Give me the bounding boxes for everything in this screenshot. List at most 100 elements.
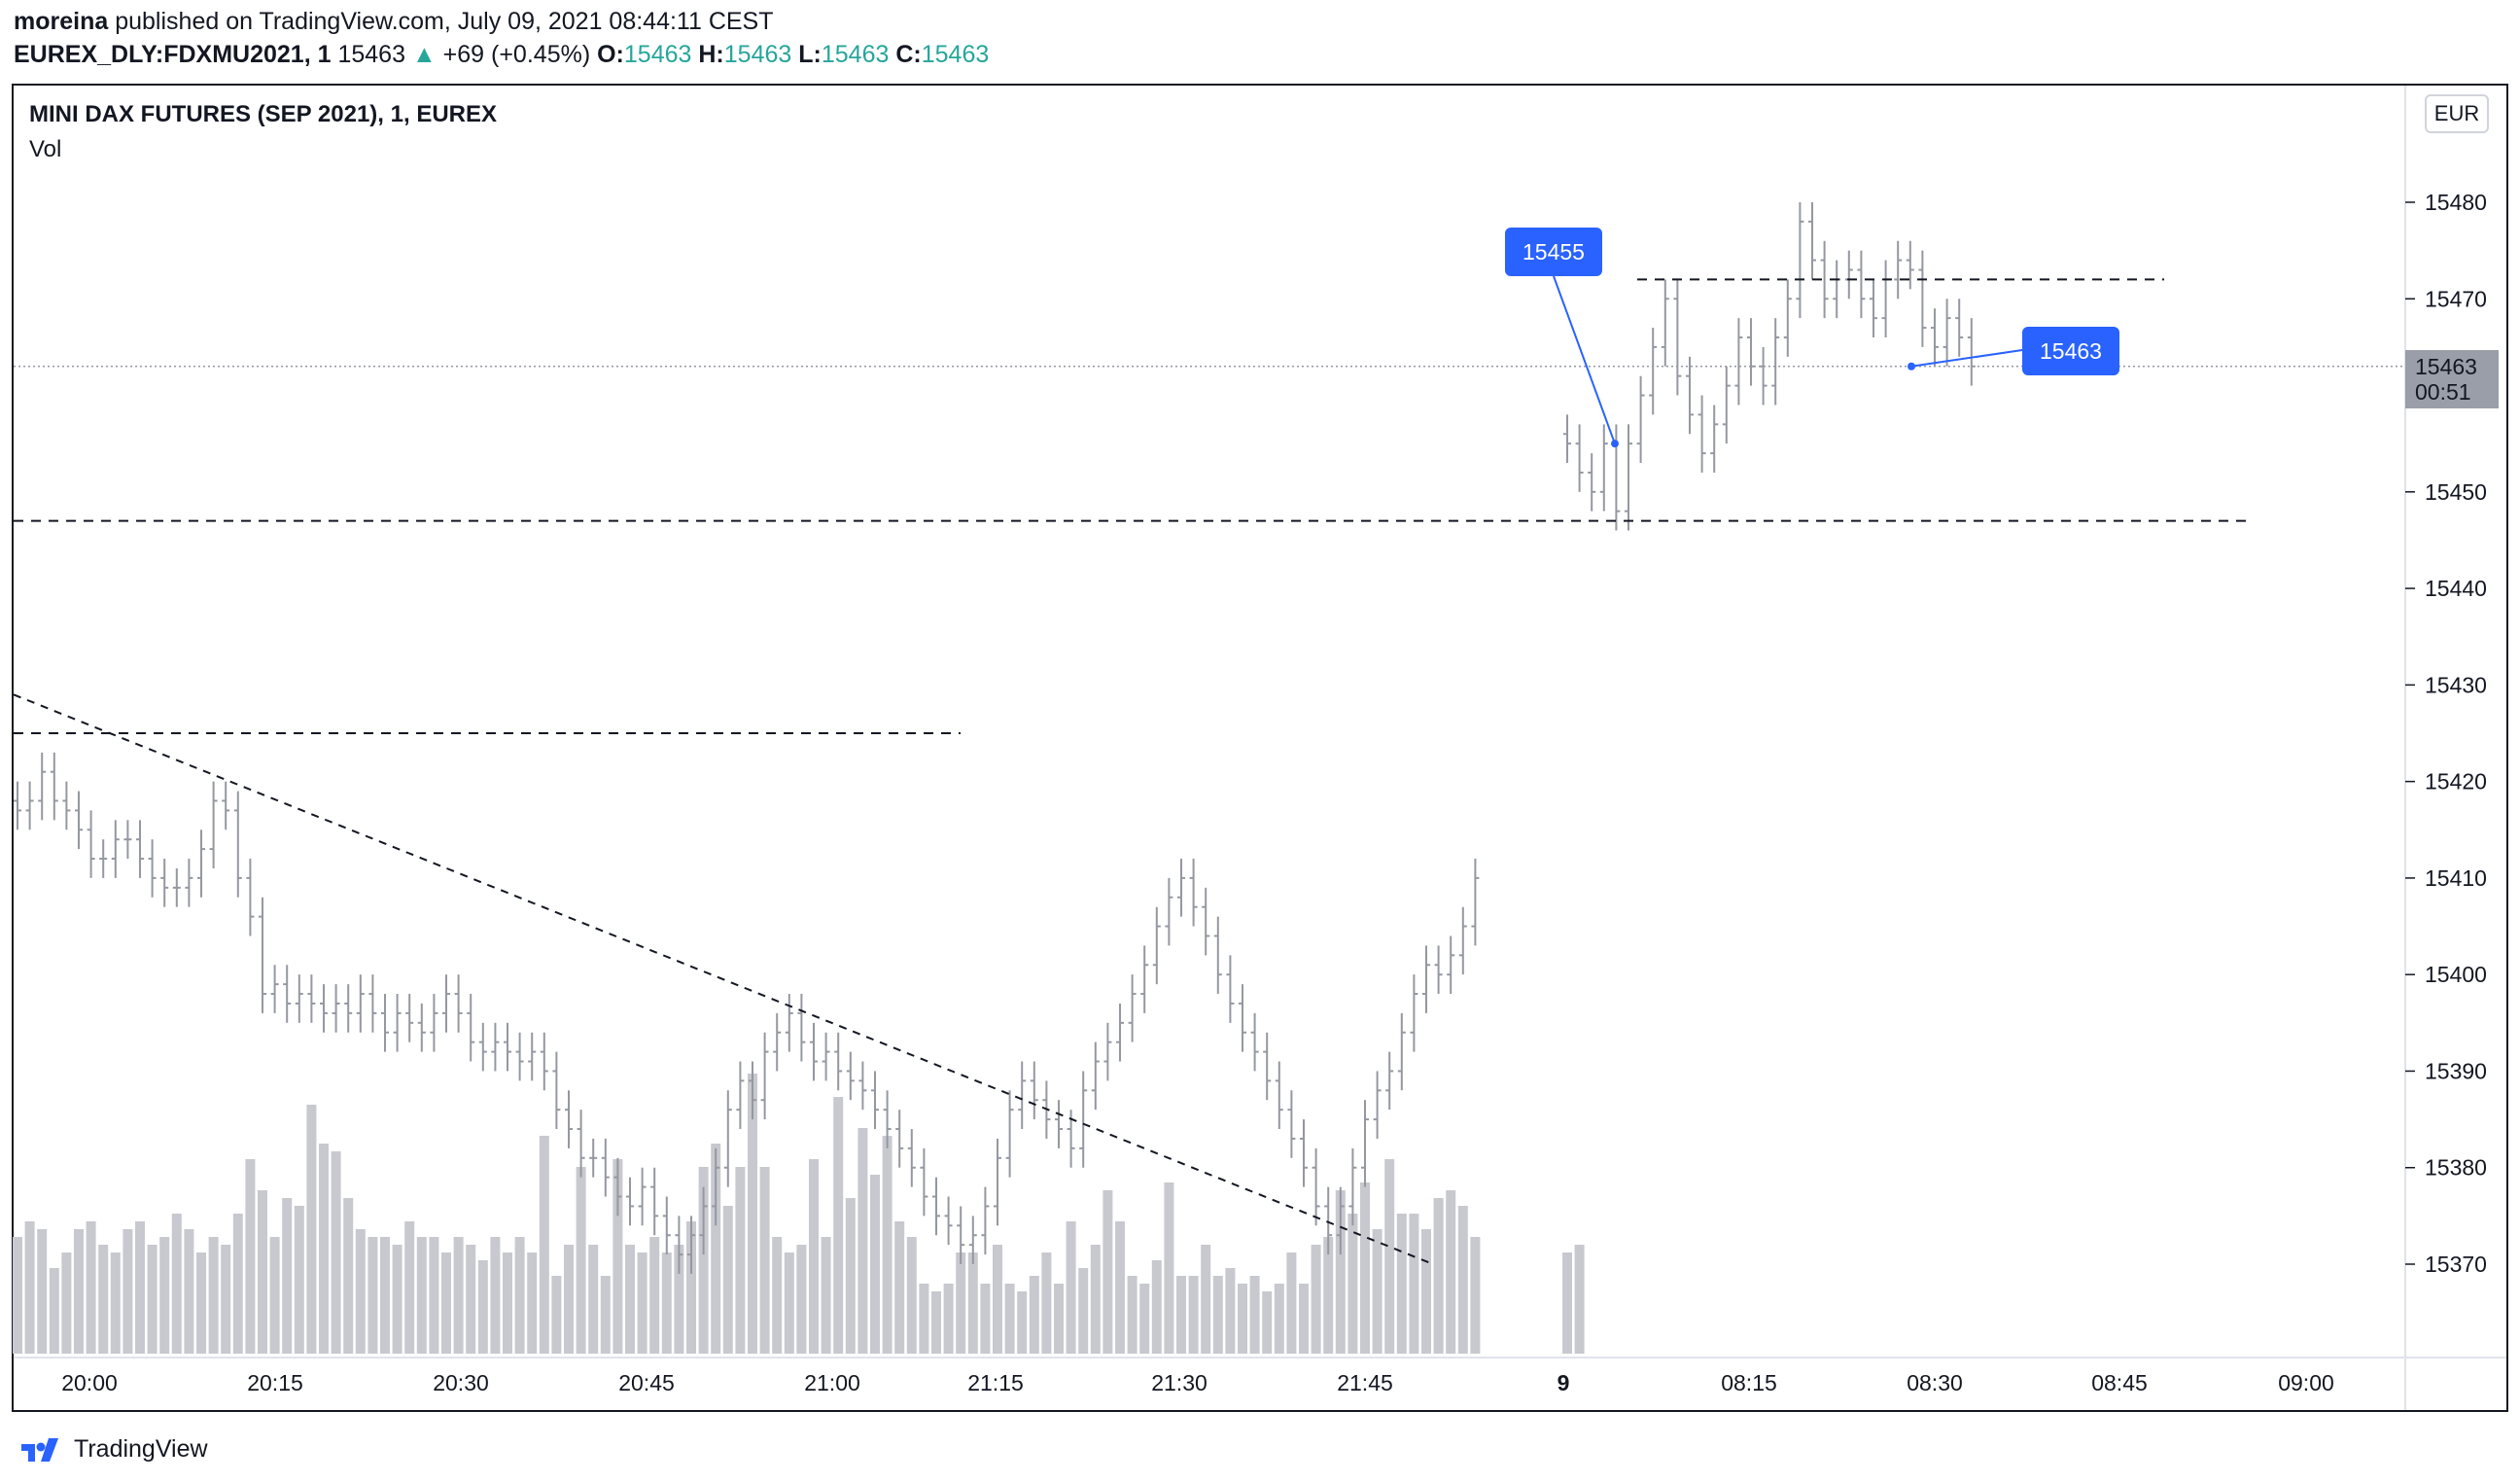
volume-bar [1409, 1214, 1419, 1354]
volume-bar [1176, 1276, 1186, 1354]
time-tick-label: 08:30 [1907, 1370, 1963, 1395]
volume-bar [466, 1245, 476, 1354]
volume-bar [245, 1159, 256, 1354]
volume-bar [319, 1144, 329, 1354]
low-value: 15463 [821, 41, 890, 68]
volume-bar [98, 1245, 109, 1354]
volume-bar [74, 1229, 84, 1354]
volume-bar [61, 1253, 72, 1354]
bar-countdown: 00:51 [2415, 379, 2471, 405]
volume-bar [1029, 1276, 1039, 1354]
volume-label: Vol [29, 136, 62, 162]
volume-bar [232, 1214, 243, 1354]
volume-bar [894, 1221, 905, 1354]
volume-bar [1433, 1198, 1444, 1354]
volume-bar [1004, 1284, 1015, 1354]
volume-bar [331, 1151, 341, 1354]
volume-bar [1225, 1268, 1236, 1354]
time-tick-label: 20:45 [618, 1370, 675, 1395]
volume-bar [208, 1237, 219, 1354]
close-value: 15463 [921, 41, 990, 68]
volume-bar [1188, 1276, 1199, 1354]
volume-bar [1201, 1245, 1211, 1354]
volume-bar [416, 1237, 427, 1354]
price-tick-label: 15400 [2425, 962, 2487, 987]
chart-frame[interactable] [12, 84, 2508, 1412]
volume-bar [282, 1198, 293, 1354]
time-tick-label: 08:45 [2091, 1370, 2148, 1395]
volume-bar [588, 1245, 599, 1354]
volume-bar [637, 1253, 648, 1354]
price-tick-label: 15420 [2425, 769, 2487, 794]
volume-bar [576, 1167, 586, 1354]
volume-bar [943, 1284, 954, 1354]
volume-bar [809, 1159, 819, 1354]
volume-bar [1384, 1159, 1395, 1354]
volume-bar [1139, 1284, 1150, 1354]
volume-bar [1311, 1245, 1321, 1354]
symbol-name[interactable]: EUREX_DLY:FDXMU2021, 1 [14, 41, 332, 68]
volume-bar [368, 1237, 378, 1354]
currency-button[interactable]: EUR [2425, 94, 2489, 133]
volume-bar [759, 1167, 770, 1354]
volume-bar [722, 1206, 733, 1354]
volume-bar [490, 1237, 501, 1354]
time-tick-label: 21:30 [1151, 1370, 1208, 1395]
volume-bar [551, 1276, 562, 1354]
volume-bar [993, 1245, 1002, 1354]
volume-bar [612, 1159, 623, 1354]
volume-bar [24, 1221, 35, 1354]
volume-bar [1457, 1206, 1468, 1354]
volume-bar [1574, 1245, 1585, 1354]
callout-box [2022, 327, 2119, 375]
brand-name: TradingView [74, 1434, 208, 1463]
volume-bar [674, 1245, 684, 1354]
volume-bar [661, 1253, 672, 1354]
volume-bar [1446, 1190, 1456, 1354]
volume-bar [1274, 1284, 1284, 1354]
volume-bar [1249, 1276, 1260, 1354]
open-value: 15463 [623, 41, 692, 68]
volume-bar [1299, 1284, 1309, 1354]
volume-bar [919, 1284, 929, 1354]
volume-bar [1127, 1276, 1138, 1354]
publish-info: moreina published on TradingView.com, Ju… [14, 8, 774, 36]
volume-bar [967, 1253, 978, 1354]
volume-bar [86, 1221, 96, 1354]
volume-bar [772, 1237, 783, 1354]
price-tick-label: 15370 [2425, 1252, 2487, 1277]
volume-bar [821, 1237, 831, 1354]
volume-bar [1238, 1284, 1247, 1354]
volume-bar [845, 1198, 856, 1354]
volume-bar [906, 1237, 917, 1354]
price-tick-label: 15410 [2425, 865, 2487, 891]
volume-bar [1151, 1260, 1162, 1354]
time-tick-label: 20:15 [247, 1370, 303, 1395]
volume-bar [110, 1253, 121, 1354]
up-arrow-icon: ▲ [411, 41, 437, 68]
callout-anchor [1908, 362, 1915, 370]
volume-bar [784, 1253, 794, 1354]
volume-bar [1470, 1237, 1481, 1354]
open-label: O: [597, 41, 624, 68]
volume-bar [698, 1167, 709, 1354]
callout-pointer [1553, 275, 1616, 444]
volume-bar [1421, 1229, 1431, 1354]
volume-bar [514, 1237, 525, 1354]
callout-pointer [1910, 349, 2023, 368]
footer-brand[interactable]: TradingView [19, 1429, 208, 1468]
price-tick-label: 15480 [2425, 190, 2487, 215]
volume-bar [429, 1237, 439, 1354]
volume-bar [1017, 1291, 1028, 1354]
price-tick-label: 15470 [2425, 286, 2487, 311]
volume-bar [1164, 1182, 1174, 1354]
current-price-label: 15463 00:51 [2405, 350, 2499, 408]
publisher-name[interactable]: moreina [14, 8, 109, 35]
volume-bar [564, 1245, 574, 1354]
callout-box [1505, 228, 1602, 276]
volume-bar [441, 1253, 451, 1354]
volume-bar [1372, 1229, 1382, 1354]
volume-bar [1102, 1190, 1113, 1354]
volume-bar [858, 1128, 868, 1354]
